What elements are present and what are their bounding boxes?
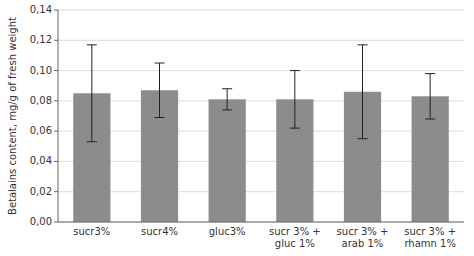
y-tick (54, 10, 58, 11)
x-tick-label: sucr4% (141, 226, 178, 237)
y-tick (54, 131, 58, 132)
x-tick-label: sucr3% (73, 226, 110, 237)
chart: 0,00 0,02 0,04 0,06 0,08 0,10 0,12 0,14 Betalain… (0, 0, 474, 256)
x-axis-line (58, 222, 464, 223)
error-bar (358, 45, 368, 139)
x-tick-label: sucr 3% +arab 1% (337, 226, 389, 249)
y-tick (54, 222, 58, 223)
error-bar (222, 89, 232, 110)
error-bar (290, 71, 300, 129)
marks (73, 45, 449, 222)
y-tick-label: 0,00 (30, 216, 52, 227)
grid-line (58, 222, 464, 223)
y-axis-label: Betalains content, mg/g of fresh weight (7, 17, 18, 215)
y-tick (54, 191, 58, 192)
error-bar (87, 45, 97, 142)
y-tick-label: 0,04 (30, 155, 52, 166)
y-tick-label: 0,12 (30, 34, 52, 45)
y-tick-label: 0,02 (30, 186, 52, 197)
grid-line (58, 131, 464, 132)
x-axis: sucr3% sucr4% gluc3% sucr 3% +gluc 1% sucr 3… (73, 226, 456, 249)
grid (58, 10, 464, 222)
y-tick (54, 161, 58, 162)
error-bar (425, 74, 435, 119)
bar (209, 99, 246, 222)
y-axis-line (58, 10, 59, 222)
y-tick-label: 0,06 (30, 125, 52, 136)
grid-line (58, 40, 464, 41)
grid-line (58, 161, 464, 162)
y-tick (54, 40, 58, 41)
grid-line (58, 70, 464, 71)
y-axis: 0,00 0,02 0,04 0,06 0,08 0,10 0,12 0,14 (30, 4, 58, 227)
x-tick-label: sucr 3% +rhamn 1% (404, 226, 456, 249)
grid-line (58, 100, 464, 101)
y-tick-label: 0,08 (30, 95, 52, 106)
y-tick-label: 0,10 (30, 65, 52, 76)
grid-line (58, 10, 464, 11)
y-tick-label: 0,14 (30, 4, 52, 15)
error-bar (155, 63, 165, 118)
x-tick-label: gluc3% (209, 226, 246, 237)
y-tick (54, 100, 58, 101)
x-tick-label: sucr 3% +gluc 1% (269, 226, 321, 249)
grid-line (58, 191, 464, 192)
y-tick (54, 70, 58, 71)
